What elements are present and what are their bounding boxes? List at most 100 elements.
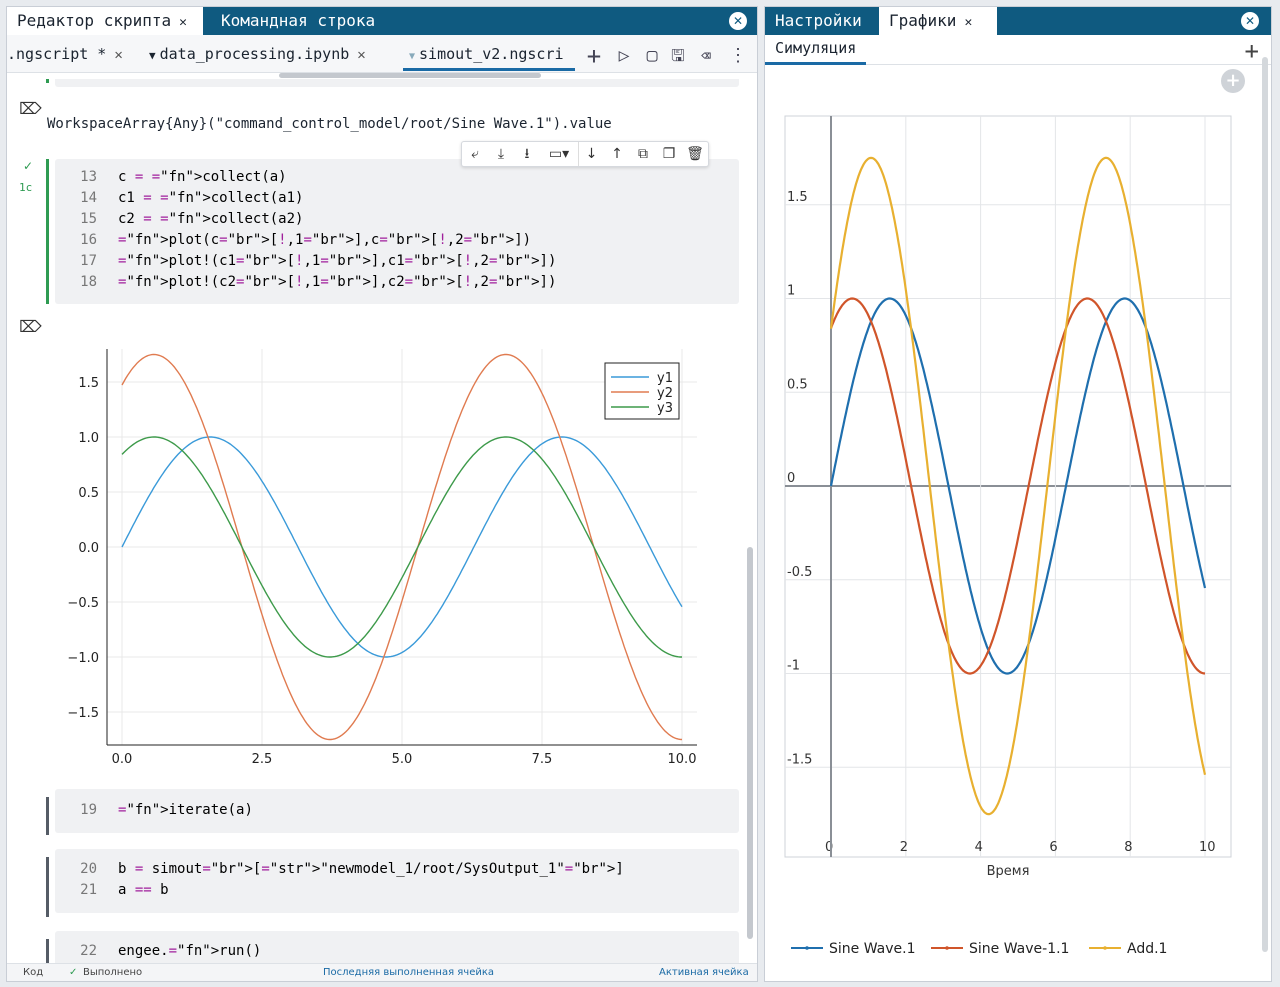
x-tick-label: 7.5 [532, 752, 553, 767]
code-line[interactable]: 14 c1 = ="fn">collect(a1) [55, 188, 739, 209]
legend-marker [805, 946, 809, 950]
y-tick-label: −1.0 [67, 651, 99, 666]
exec-status: Выполнено [83, 967, 143, 978]
file-tab-label: data_processing.ipynb [159, 45, 350, 63]
series-line-Sine Wave.1 [829, 297, 1207, 675]
legend-marker [1103, 946, 1107, 950]
clear-output-icon[interactable]: ⌦ [19, 99, 42, 118]
tab-label: Редактор скрипта [17, 11, 172, 30]
plus-icon[interactable]: + [1244, 37, 1259, 65]
insert-below-icon[interactable]: ⤶ [471, 146, 479, 162]
code-line[interactable]: 18 ="fn">plot!(c2="br">[!,1="br">],c2="br… [55, 272, 739, 293]
code-cell-19[interactable]: 19 ="fn">iterate(a) [55, 789, 739, 833]
check-icon: ✓ [69, 967, 78, 978]
inline-plot: 1.5 1.0 0.5 0.0 −0.5 −1.0 −1.5 0.0 2.5 5.0 7.5 10.0… [67, 349, 697, 767]
x-tick-label: 10 [1199, 840, 1216, 855]
broom-icon[interactable]: ⌫ [701, 46, 711, 65]
code-cell-active[interactable]: 13 c = ="fn">collect(a) 14 c1 = ="fn">colle… [55, 159, 739, 304]
plots-panel: Настройки Графики ✕ ✕ Симуляция + + 1.5 1 0… [764, 6, 1272, 982]
file-tab-label: simout_v2.ngscri [419, 45, 564, 63]
file-tab-label: .ngscript * [7, 45, 107, 63]
tab-command-line[interactable]: Командная строка [211, 7, 385, 35]
clear-output-icon[interactable]: ⌦ [19, 317, 42, 336]
legend-label: y2 [657, 386, 673, 401]
horizontal-scrollbar[interactable] [279, 73, 541, 78]
legend-label: Sine Wave.1 [829, 941, 916, 957]
code-line[interactable]: 17 ="fn">plot!(c1="br">[!,1="br">],c1="br… [55, 251, 739, 272]
tab-script-editor[interactable]: Редактор скрипта ✕ [7, 7, 203, 35]
y-tick-label: 0 [787, 471, 795, 486]
x-tick-label: 4 [975, 840, 983, 855]
file-tab-data-processing[interactable]: ▼ data_processing.ipynb ✕ [149, 41, 397, 71]
line-number: 17 [80, 253, 97, 269]
code-line[interactable]: 15 c2 = ="fn">collect(a2) [55, 209, 739, 230]
tab-label: Командная строка [221, 11, 376, 30]
x-tick-label: 6 [1049, 840, 1057, 855]
file-tab-simout[interactable]: ▼ simout_v2.ngscri [403, 41, 575, 71]
close-icon[interactable]: ✕ [964, 15, 973, 30]
save-icon[interactable]: 🖫 [671, 46, 685, 65]
code-line[interactable]: 13 c = ="fn">collect(a) [55, 167, 739, 188]
tab-plots[interactable]: Графики ✕ [879, 7, 997, 35]
plots-titlebar: Настройки Графики ✕ ✕ [765, 7, 1271, 35]
series-line-y2 [121, 353, 683, 741]
code-line[interactable]: 20 b = simout="br">[="str">"newmodel_1/ro… [55, 859, 739, 880]
move-down-icon[interactable]: ↓ [578, 142, 604, 166]
x-tick-label: 2 [900, 840, 908, 855]
y-tick-label: −1.5 [67, 706, 99, 721]
code-line[interactable]: 16 ="fn">plot(c="br">[!,1="br">],c="br">[… [55, 230, 739, 251]
tab-settings[interactable]: Настройки [765, 7, 872, 35]
y-tick-label: -1 [787, 659, 800, 674]
close-panel-icon[interactable]: ✕ [729, 12, 747, 30]
file-tab-ngscript[interactable]: .ngscript * ✕ [7, 41, 137, 71]
line-number: 18 [80, 274, 97, 290]
y-tick-label: 1.0 [78, 431, 99, 446]
vertical-scrollbar[interactable] [747, 547, 753, 939]
cell-toolbar: ⤶ ⤓ ⭳ ▭▾ ↓ ↑ ⧉ ❐ 🗑 [461, 141, 709, 167]
last-cell-link[interactable]: Последняя выполненная ячейка [323, 967, 495, 978]
vertical-scrollbar[interactable] [1262, 57, 1268, 952]
stop-icon[interactable]: ▢ [646, 45, 658, 66]
delete-icon[interactable]: 🗑 [686, 146, 704, 162]
close-icon[interactable]: ✕ [179, 15, 187, 30]
copy-icon[interactable]: ⧉ [638, 146, 648, 162]
more-icon[interactable]: ⋮ [729, 45, 747, 66]
duplicate-icon[interactable]: ❐ [662, 146, 676, 162]
download-icon[interactable]: ⭳ [524, 146, 530, 162]
code-line[interactable]: 19 ="fn">iterate(a) [55, 800, 739, 821]
cell-type-dropdown-icon[interactable]: ▭▾ [548, 146, 570, 162]
y-tick-label: 1.5 [78, 376, 99, 391]
cell-indicator [46, 159, 49, 304]
notebook-content: ⌦ WorkspaceArray{Any}("command_control_m… [7, 79, 757, 963]
close-panel-icon[interactable]: ✕ [1241, 12, 1259, 30]
x-tick-label: 10.0 [668, 752, 697, 767]
cell-output-text: WorkspaceArray{Any}("command_control_mod… [47, 116, 612, 132]
play-icon[interactable]: ▷ [618, 45, 630, 66]
close-icon[interactable]: ✕ [114, 47, 123, 63]
plot-subtabs: Симуляция + [765, 35, 1271, 65]
code-line[interactable]: 22 engee.="fn">run() [55, 941, 739, 962]
code-line[interactable]: 21 a == b [55, 880, 739, 901]
close-icon[interactable]: ✕ [357, 47, 366, 63]
move-to-end-icon[interactable]: ⤓ [497, 146, 505, 162]
move-up-icon[interactable]: ↑ [611, 146, 623, 162]
y-tick-label: −0.5 [67, 596, 99, 611]
code-cell-previous[interactable] [55, 79, 739, 87]
plus-icon[interactable]: + [586, 42, 602, 70]
legend-label: y1 [657, 371, 673, 386]
code-cell-22[interactable]: 22 engee.="fn">run() [55, 931, 739, 963]
tab-label: Настройки [775, 11, 862, 30]
exec-time: 1с [19, 181, 33, 194]
x-tick-label: 0.0 [112, 752, 133, 767]
line-number: 20 [80, 861, 97, 877]
subtab-simulation[interactable]: Симуляция [765, 35, 867, 65]
x-tick-label: 5.0 [392, 752, 413, 767]
y-tick-label: 1 [787, 284, 795, 299]
add-plot-icon[interactable]: + [1221, 69, 1245, 93]
tab-label: Графики [889, 11, 957, 30]
x-tick-label: 8 [1124, 840, 1132, 855]
y-tick-label: 1.5 [787, 190, 808, 205]
active-cell-link[interactable]: Активная ячейка [659, 967, 749, 978]
code-cell-20[interactable]: 20 b = simout="br">[="str">"newmodel_1/ro… [55, 849, 739, 913]
legend-label: Add.1 [1127, 941, 1167, 957]
